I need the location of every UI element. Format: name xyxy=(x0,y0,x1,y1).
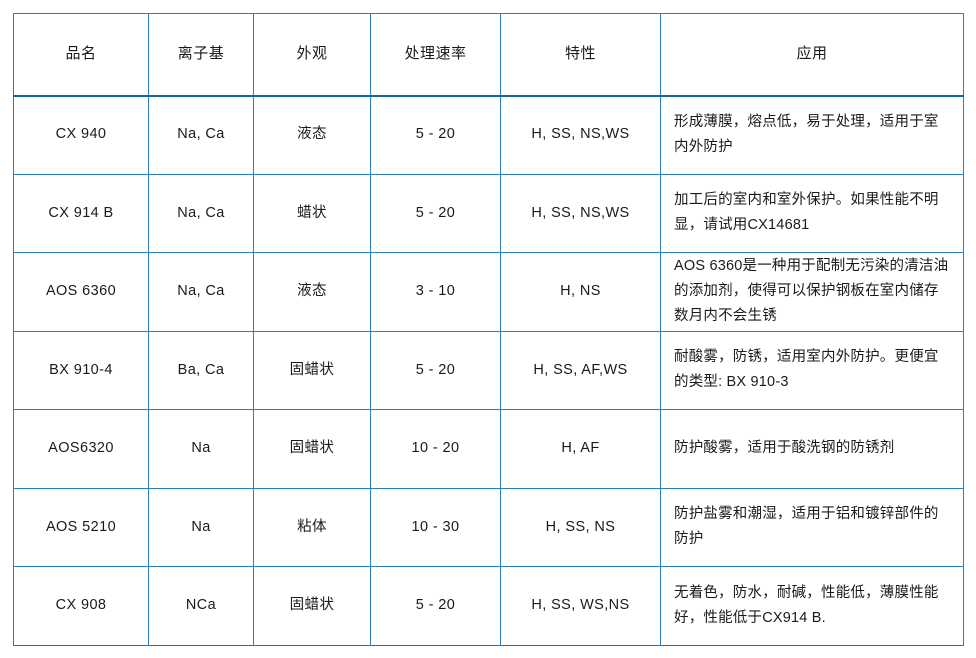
cell-rate: 10 - 20 xyxy=(370,409,501,489)
cell-application: 加工后的室内和室外保护。如果性能不明显，请试用CX14681 xyxy=(660,174,964,253)
cell-ion: NCa xyxy=(148,566,254,645)
cell-appearance: 固蜡状 xyxy=(253,331,371,410)
cell-appearance: 固蜡状 xyxy=(253,409,371,489)
table-row: AOS6320 Na 固蜡状 10 - 20 H, AF 防护酸雾，适用于酸洗钢… xyxy=(13,409,964,489)
cell-name: BX 910-4 xyxy=(13,331,149,410)
table-row: AOS 5210 Na 粘体 10 - 30 H, SS, NS 防护盐雾和潮湿… xyxy=(13,488,964,567)
table-header-row: 品名 离子基 外观 处理速率 特性 应用 xyxy=(13,13,964,97)
cell-ion: Na, Ca xyxy=(148,95,254,175)
column-header-ion: 离子基 xyxy=(148,13,254,97)
cell-rate: 3 - 10 xyxy=(370,252,501,332)
cell-ion: Na, Ca xyxy=(148,252,254,332)
cell-application: 无着色，防水，耐碱，性能低，薄膜性能好，性能低于CX914 B. xyxy=(660,566,964,645)
cell-rate: 10 - 30 xyxy=(370,488,501,567)
cell-application: 形成薄膜，熔点低，易于处理，适用于室内外防护 xyxy=(660,95,964,175)
cell-application: 防护酸雾，适用于酸洗钢的防锈剂 xyxy=(660,409,964,489)
table-row: CX 908 NCa 固蜡状 5 - 20 H, SS, WS,NS 无着色，防… xyxy=(13,566,964,645)
cell-name: CX 914 B xyxy=(13,174,149,253)
table-row: BX 910-4 Ba, Ca 固蜡状 5 - 20 H, SS, AF,WS … xyxy=(13,331,964,410)
cell-property: H, SS, NS,WS xyxy=(500,95,661,175)
cell-name: CX 940 xyxy=(13,95,149,175)
cell-property: H, NS xyxy=(500,252,661,332)
cell-rate: 5 - 20 xyxy=(370,331,501,410)
cell-ion: Na, Ca xyxy=(148,174,254,253)
cell-appearance: 液态 xyxy=(253,252,371,332)
cell-name: CX 908 xyxy=(13,566,149,645)
cell-property: H, SS, NS,WS xyxy=(500,174,661,253)
column-header-appearance: 外观 xyxy=(253,13,371,97)
cell-property: H, SS, WS,NS xyxy=(500,566,661,645)
cell-ion: Na xyxy=(148,409,254,489)
cell-property: H, SS, AF,WS xyxy=(500,331,661,410)
table-row: CX 914 B Na, Ca 蜡状 5 - 20 H, SS, NS,WS 加… xyxy=(13,174,964,253)
cell-name: AOS6320 xyxy=(13,409,149,489)
column-header-rate: 处理速率 xyxy=(370,13,501,97)
cell-application: AOS 6360是一种用于配制无污染的清洁油的添加剂，使得可以保护钢板在室内储存… xyxy=(660,252,964,332)
cell-appearance: 液态 xyxy=(253,95,371,175)
table-body: CX 940 Na, Ca 液态 5 - 20 H, SS, NS,WS 形成薄… xyxy=(13,95,964,645)
cell-rate: 5 - 20 xyxy=(370,95,501,175)
column-header-name: 品名 xyxy=(13,13,149,97)
cell-appearance: 粘体 xyxy=(253,488,371,567)
table-row: CX 940 Na, Ca 液态 5 - 20 H, SS, NS,WS 形成薄… xyxy=(13,95,964,175)
cell-appearance: 固蜡状 xyxy=(253,566,371,645)
cell-appearance: 蜡状 xyxy=(253,174,371,253)
product-table-container: 品名 离子基 外观 处理速率 特性 应用 CX 940 Na, Ca 液态 5 … xyxy=(13,13,964,646)
cell-ion: Ba, Ca xyxy=(148,331,254,410)
table-row: AOS 6360 Na, Ca 液态 3 - 10 H, NS AOS 6360… xyxy=(13,252,964,332)
column-header-property: 特性 xyxy=(500,13,661,97)
cell-property: H, SS, NS xyxy=(500,488,661,567)
cell-name: AOS 6360 xyxy=(13,252,149,332)
cell-property: H, AF xyxy=(500,409,661,489)
cell-application: 防护盐雾和潮湿，适用于铝和镀锌部件的防护 xyxy=(660,488,964,567)
cell-ion: Na xyxy=(148,488,254,567)
product-properties-table: 品名 离子基 外观 处理速率 特性 应用 CX 940 Na, Ca 液态 5 … xyxy=(13,13,964,646)
cell-rate: 5 - 20 xyxy=(370,174,501,253)
table-header: 品名 离子基 外观 处理速率 特性 应用 xyxy=(13,13,964,97)
cell-rate: 5 - 20 xyxy=(370,566,501,645)
column-header-application: 应用 xyxy=(660,13,964,97)
cell-name: AOS 5210 xyxy=(13,488,149,567)
cell-application: 耐酸雾，防锈，适用室内外防护。更便宜的类型: BX 910-3 xyxy=(660,331,964,410)
